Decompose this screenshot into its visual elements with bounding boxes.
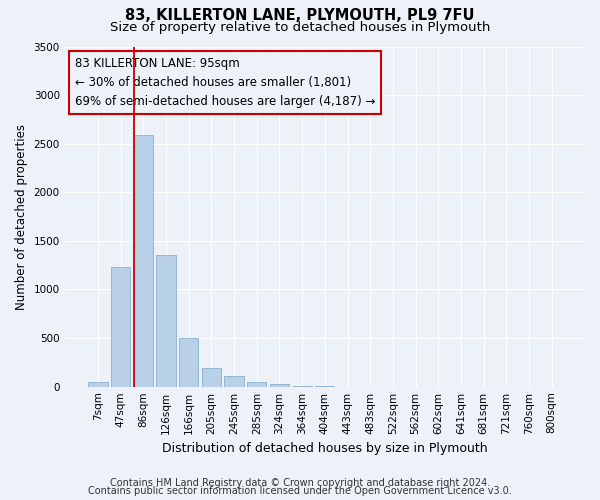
Y-axis label: Number of detached properties: Number of detached properties	[15, 124, 28, 310]
X-axis label: Distribution of detached houses by size in Plymouth: Distribution of detached houses by size …	[162, 442, 488, 455]
Bar	[134, 135, 153, 386]
Bar	[224, 376, 244, 386]
Text: Contains HM Land Registry data © Crown copyright and database right 2024.: Contains HM Land Registry data © Crown c…	[110, 478, 490, 488]
Bar	[88, 382, 107, 386]
Bar	[270, 384, 289, 386]
Bar	[247, 382, 266, 386]
Text: Contains public sector information licensed under the Open Government Licence v3: Contains public sector information licen…	[88, 486, 512, 496]
Text: 83, KILLERTON LANE, PLYMOUTH, PL9 7FU: 83, KILLERTON LANE, PLYMOUTH, PL9 7FU	[125, 8, 475, 22]
Text: Size of property relative to detached houses in Plymouth: Size of property relative to detached ho…	[110, 21, 490, 34]
Bar	[157, 256, 176, 386]
Bar	[111, 267, 130, 386]
Text: 83 KILLERTON LANE: 95sqm
← 30% of detached houses are smaller (1,801)
69% of sem: 83 KILLERTON LANE: 95sqm ← 30% of detach…	[75, 56, 376, 108]
Bar	[202, 368, 221, 386]
Bar	[179, 338, 199, 386]
